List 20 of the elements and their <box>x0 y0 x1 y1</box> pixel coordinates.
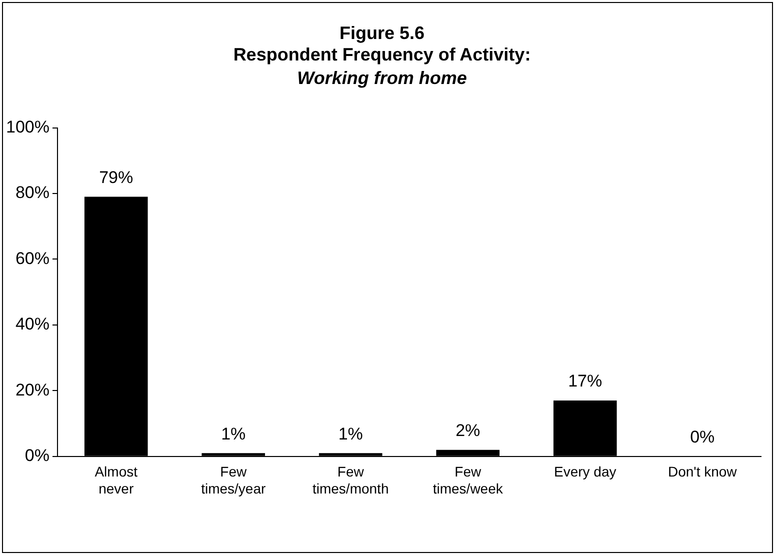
x-tick-label: Few times/year <box>201 464 266 496</box>
y-tick-label: 80% <box>15 183 50 202</box>
data-label: 2% <box>456 421 480 440</box>
x-tick-label: Don't know <box>668 464 738 480</box>
y-tick-label: 100% <box>6 117 50 136</box>
x-tick-label: Almost never <box>94 464 138 496</box>
data-label: 1% <box>338 424 363 444</box>
x-tick-label: Every day <box>554 464 616 480</box>
y-tick-label: 40% <box>15 314 50 334</box>
data-label: 17% <box>568 372 602 391</box>
chart-title: Figure 5.6 Respondent Frequency of Activity: <box>233 22 531 64</box>
y-tick-label: 20% <box>15 380 50 400</box>
data-label: 79% <box>99 168 134 187</box>
x-tick-label: Few times/week <box>432 464 504 496</box>
chart-subtitle: Working from home <box>297 68 467 88</box>
data-label: 0% <box>690 428 715 447</box>
y-tick-label: 0% <box>24 446 50 466</box>
data-label: 1% <box>221 424 246 444</box>
x-tick-label: Few times/month <box>312 464 389 496</box>
y-tick-label: 60% <box>15 248 50 268</box>
